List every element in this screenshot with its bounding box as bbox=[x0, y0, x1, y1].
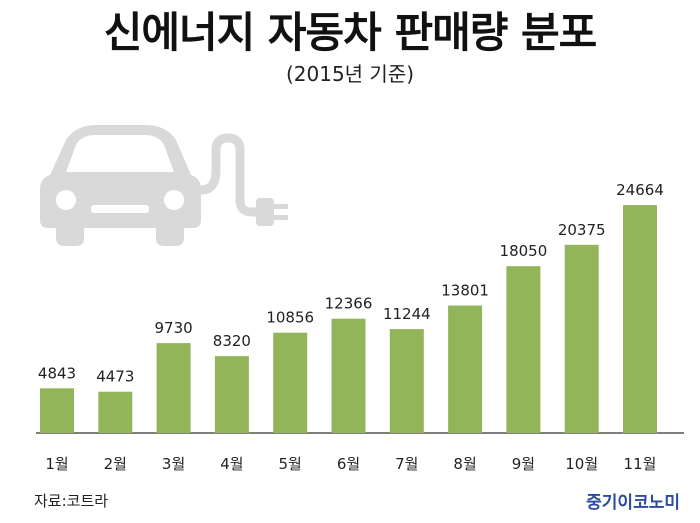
x-tick-label: 9월 bbox=[512, 455, 535, 473]
chart-subtitle: (2015년 기준) bbox=[285, 62, 415, 86]
data-label: 12366 bbox=[325, 295, 373, 313]
x-tick-label: 8월 bbox=[453, 455, 476, 473]
source-note: 자료:코트라 bbox=[34, 492, 109, 510]
bar-7월 bbox=[389, 329, 424, 433]
data-label: 9730 bbox=[155, 319, 193, 337]
data-label: 18050 bbox=[500, 242, 548, 260]
bar-6월 bbox=[331, 318, 366, 433]
x-tick-label: 3월 bbox=[162, 455, 185, 473]
electric-car-icon bbox=[40, 125, 288, 246]
x-tick-label: 6월 bbox=[337, 455, 360, 473]
bar-8월 bbox=[448, 305, 483, 433]
brand-logo: 중기이코노미 bbox=[586, 493, 680, 513]
bar-1월 bbox=[40, 388, 74, 433]
bar-10월 bbox=[564, 244, 599, 433]
x-tick-label: 5월 bbox=[279, 455, 302, 473]
bar-2월 bbox=[98, 391, 133, 433]
data-label: 20375 bbox=[558, 221, 606, 239]
x-tick-label: 11월 bbox=[624, 455, 657, 473]
bar-3월 bbox=[156, 343, 191, 433]
x-tick-label: 10월 bbox=[565, 455, 598, 473]
chart-title: 신에너지 자동차 판매량 분포 bbox=[103, 8, 598, 57]
data-label: 4473 bbox=[96, 368, 134, 386]
data-label: 13801 bbox=[441, 282, 489, 300]
x-tick-label: 2월 bbox=[104, 455, 127, 473]
data-label: 10856 bbox=[266, 309, 314, 327]
data-label: 8320 bbox=[213, 332, 251, 350]
data-label: 4843 bbox=[38, 364, 76, 382]
bar-11월 bbox=[623, 205, 657, 433]
x-tick-label: 7월 bbox=[395, 455, 418, 473]
bar-5월 bbox=[273, 332, 308, 433]
bar-4월 bbox=[214, 356, 249, 433]
bar-9월 bbox=[506, 266, 541, 433]
x-tick-label: 4월 bbox=[220, 455, 243, 473]
x-tick-label: 1월 bbox=[45, 455, 68, 473]
data-label: 24664 bbox=[616, 181, 664, 199]
data-label: 11244 bbox=[383, 305, 431, 323]
